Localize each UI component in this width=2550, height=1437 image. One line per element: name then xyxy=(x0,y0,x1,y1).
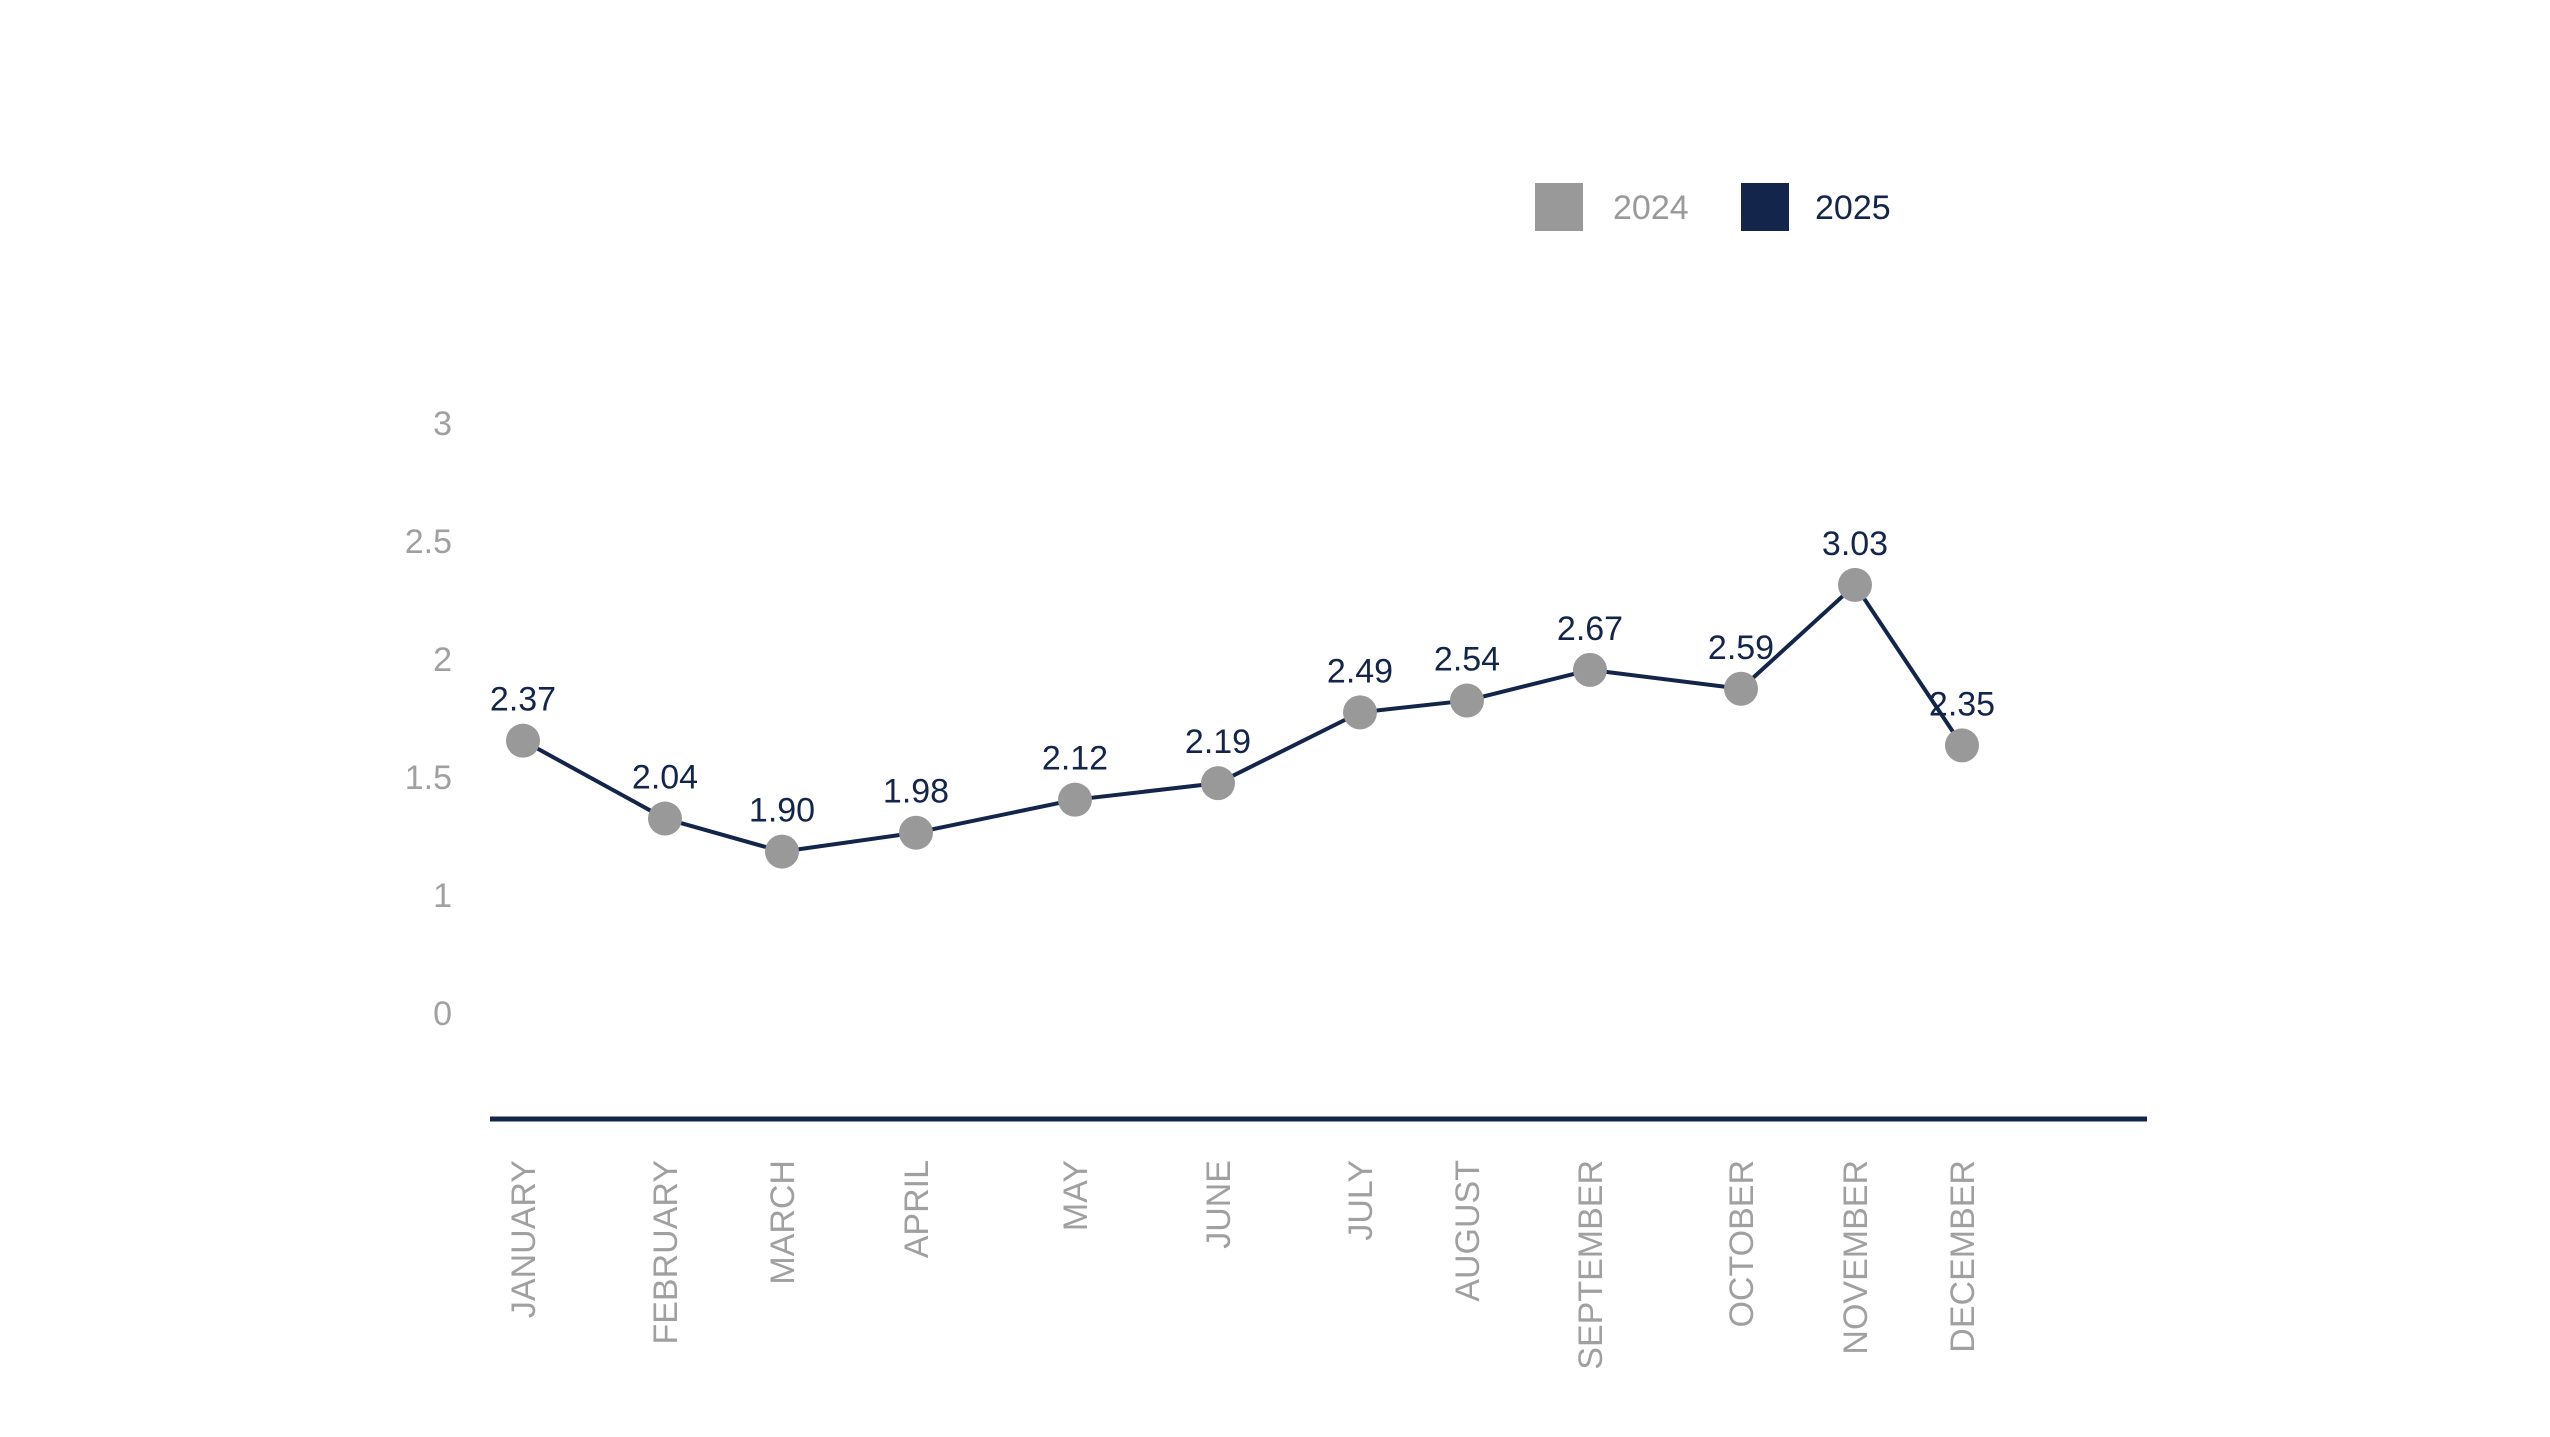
x-tick-label: JUNE xyxy=(1200,1160,1238,1249)
data-label: 2.35 xyxy=(1929,685,1995,723)
y-tick-label: 1 xyxy=(433,877,452,915)
x-tick-label: JULY xyxy=(1342,1160,1380,1241)
series-line-2025 xyxy=(522,582,1964,854)
x-tick-label: SEPTEMBER xyxy=(1572,1160,1610,1370)
x-tick-label: FEBRUARY xyxy=(647,1160,685,1345)
x-tick-label: NOVEMBER xyxy=(1837,1160,1875,1355)
y-tick-label: 2 xyxy=(433,641,452,679)
data-point-marker xyxy=(648,801,682,836)
data-label: 2.54 xyxy=(1434,641,1500,679)
data-markers xyxy=(506,567,1979,869)
legend-label-2025: 2025 xyxy=(1815,189,1891,227)
data-label: 1.98 xyxy=(883,773,949,811)
x-tick-label: APRIL xyxy=(898,1160,936,1258)
data-point-marker xyxy=(1573,652,1607,687)
data-point-marker xyxy=(1945,728,1979,763)
data-point-marker xyxy=(1724,671,1758,706)
data-label: 2.19 xyxy=(1185,723,1251,761)
data-point-marker xyxy=(1838,567,1872,602)
data-label: 2.67 xyxy=(1557,610,1623,648)
data-label: 2.49 xyxy=(1327,652,1393,690)
data-point-marker xyxy=(1343,695,1377,730)
legend-swatch-2024 xyxy=(1535,183,1583,231)
data-labels: 2.37 2.04 1.90 1.98 2.12 2.19 2.49 2.54 2.67 2.59… xyxy=(490,525,1995,830)
x-tick-label: DECEMBER xyxy=(1944,1160,1982,1353)
x-tick-label: MAY xyxy=(1057,1160,1095,1231)
legend-swatch-2025 xyxy=(1741,183,1789,231)
x-tick-label: AUGUST xyxy=(1449,1160,1487,1302)
data-label: 2.04 xyxy=(632,759,698,797)
data-label: 2.59 xyxy=(1708,629,1774,667)
legend-label-2024: 2024 xyxy=(1613,189,1689,227)
y-tick-label: 1.5 xyxy=(405,759,452,797)
y-axis-ticks: 0 1 1.5 2 2.5 3 xyxy=(405,405,452,1033)
y-tick-label: 3 xyxy=(433,405,452,443)
data-point-marker xyxy=(506,723,540,758)
data-label: 2.12 xyxy=(1042,740,1108,778)
data-label: 2.37 xyxy=(490,681,556,719)
y-tick-label: 0 xyxy=(433,995,452,1033)
x-tick-label: OCTOBER xyxy=(1723,1160,1761,1328)
data-point-marker xyxy=(1058,782,1092,817)
data-point-marker xyxy=(765,834,799,869)
data-label: 1.90 xyxy=(749,792,815,830)
x-tick-label: MARCH xyxy=(764,1160,802,1285)
x-tick-label: JANUARY xyxy=(505,1160,543,1318)
data-point-marker xyxy=(1450,683,1484,718)
y-tick-label: 2.5 xyxy=(405,523,452,561)
data-point-marker xyxy=(899,815,933,850)
x-axis-ticks: JANUARY FEBRUARY MARCH APRIL MAY JUNE JULY AUGU… xyxy=(505,1160,1982,1370)
data-label: 3.03 xyxy=(1822,525,1888,563)
data-point-marker xyxy=(1201,766,1235,801)
legend: 2024 2025 xyxy=(1535,183,1891,231)
